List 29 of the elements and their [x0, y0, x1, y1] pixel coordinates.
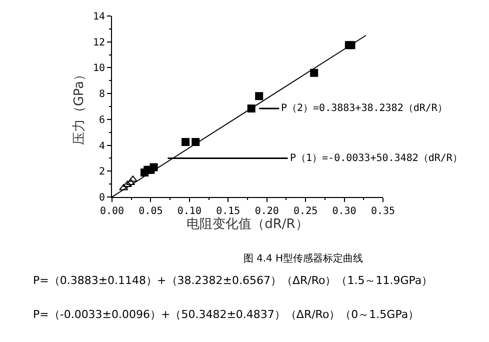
x-tick-label: 0.05	[138, 206, 163, 217]
x-tick-label: 0.10	[177, 206, 202, 217]
y-tick-label: 4	[98, 140, 105, 152]
x-axis-title: 电阻变化值（dR/R）	[186, 217, 308, 232]
x-tick-label: 0.30	[332, 206, 356, 217]
point	[255, 92, 264, 100]
x-tick-label: 0.35	[370, 206, 396, 217]
point	[150, 163, 158, 172]
text: 图 4.4 H型传感器标定曲线	[243, 252, 364, 265]
annotation: P（2）=0.3883+38.2382（dR/R）	[281, 103, 448, 114]
y-tick-label: 6	[98, 114, 105, 126]
text: P=（0.3883±0.1148）+（38.2382±0.6567）（ΔR/Ro）（1.5～11.9GPa）	[33, 274, 433, 287]
x-tick-label: 0.00	[100, 206, 124, 217]
point	[126, 178, 136, 186]
x-tick-label: 0.15	[216, 206, 240, 217]
y-tick-label: 14	[92, 12, 105, 22]
y-tick-label: 0	[98, 192, 105, 204]
y-tick-label: 2	[98, 166, 105, 178]
y-axis-title: 压力（GPa）	[72, 68, 87, 146]
x-tick-label: 0.25	[294, 206, 318, 217]
y-tick-label: 12	[92, 37, 105, 48]
point	[119, 184, 128, 190]
point	[182, 138, 190, 146]
annotation: P（1）=-0.0033+50.3482（dR/R）	[290, 153, 462, 164]
y-tick-label: 10	[92, 63, 105, 74]
x-tick-label: 0.20	[254, 206, 279, 217]
text: P=（-0.0033±0.0096）+（50.3482±0.4837）（ΔR/Ro）（0～1.5GPa）	[33, 308, 420, 321]
y-tick-label: 8	[98, 89, 105, 100]
point	[310, 68, 318, 77]
